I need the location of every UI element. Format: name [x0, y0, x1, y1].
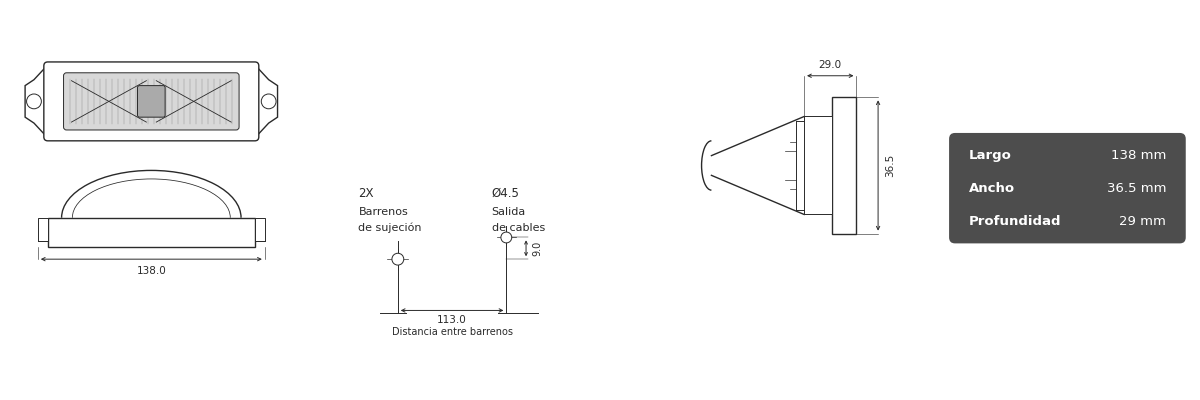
FancyBboxPatch shape: [64, 73, 239, 130]
Bar: [38, 218, 48, 242]
Circle shape: [392, 253, 403, 265]
Text: 138.0: 138.0: [137, 266, 166, 276]
Text: 36.5: 36.5: [884, 154, 895, 177]
Text: 29 mm: 29 mm: [1120, 214, 1166, 228]
Text: Barrenos: Barrenos: [359, 207, 408, 217]
FancyBboxPatch shape: [44, 62, 259, 141]
Circle shape: [500, 232, 511, 243]
Polygon shape: [256, 66, 277, 137]
Text: 36.5 mm: 36.5 mm: [1106, 182, 1166, 195]
Text: Ø4.5: Ø4.5: [492, 187, 520, 200]
Text: 9.0: 9.0: [532, 241, 542, 256]
Text: Profundidad: Profundidad: [968, 214, 1061, 228]
Text: Salida: Salida: [492, 207, 526, 217]
Text: Distancia entre barrenos: Distancia entre barrenos: [391, 327, 512, 337]
FancyBboxPatch shape: [949, 133, 1186, 243]
Polygon shape: [25, 66, 47, 137]
Text: de sujeción: de sujeción: [359, 222, 422, 232]
Text: 2X: 2X: [359, 187, 374, 200]
Text: Largo: Largo: [968, 149, 1012, 162]
Circle shape: [262, 94, 276, 109]
Text: de cables: de cables: [492, 222, 545, 232]
Text: 113.0: 113.0: [437, 315, 467, 325]
FancyBboxPatch shape: [138, 86, 166, 117]
Bar: [254, 218, 265, 242]
Bar: [804, 116, 832, 214]
Circle shape: [26, 94, 41, 109]
Bar: [48, 218, 254, 247]
Text: 29.0: 29.0: [818, 60, 842, 70]
Bar: [832, 98, 857, 234]
Text: Ancho: Ancho: [968, 182, 1015, 195]
Text: 138 mm: 138 mm: [1111, 149, 1166, 162]
